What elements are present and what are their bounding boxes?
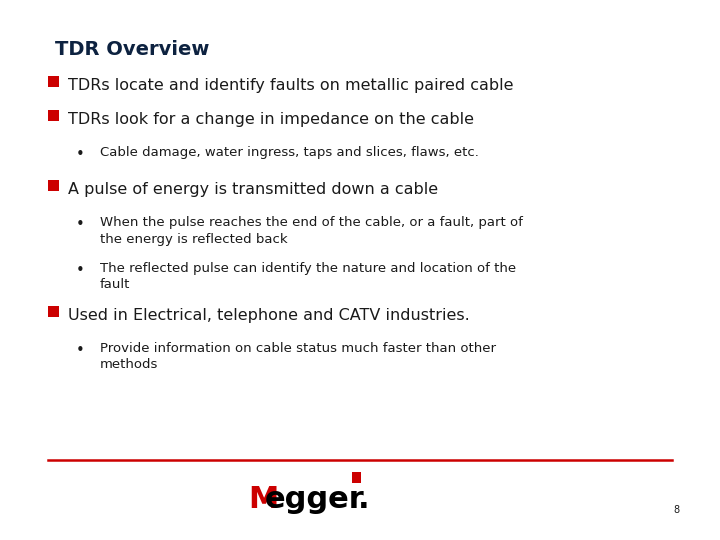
Text: Cable damage, water ingress, taps and slices, flaws, etc.: Cable damage, water ingress, taps and sl… bbox=[100, 146, 479, 159]
Text: TDRs locate and identify faults on metallic paired cable: TDRs locate and identify faults on metal… bbox=[68, 78, 513, 93]
Text: TDRs look for a change in impedance on the cable: TDRs look for a change in impedance on t… bbox=[68, 112, 474, 127]
Text: A pulse of energy is transmitted down a cable: A pulse of energy is transmitted down a … bbox=[68, 182, 438, 197]
Text: 8: 8 bbox=[674, 505, 680, 515]
Bar bbox=[48, 180, 59, 191]
Bar bbox=[352, 472, 361, 483]
Text: Used in Electrical, telephone and CATV industries.: Used in Electrical, telephone and CATV i… bbox=[68, 308, 469, 323]
Text: •: • bbox=[76, 147, 84, 162]
Text: TDR Overview: TDR Overview bbox=[55, 40, 210, 59]
Text: When the pulse reaches the end of the cable, or a fault, part of
the energy is r: When the pulse reaches the end of the ca… bbox=[100, 216, 523, 246]
Text: The reflected pulse can identify the nature and location of the
fault: The reflected pulse can identify the nat… bbox=[100, 262, 516, 292]
Text: •: • bbox=[76, 343, 84, 358]
Text: •: • bbox=[76, 217, 84, 232]
Text: M: M bbox=[248, 485, 279, 514]
Text: .: . bbox=[358, 485, 369, 514]
Text: egger: egger bbox=[265, 485, 365, 514]
Bar bbox=[48, 306, 59, 317]
Text: R: R bbox=[354, 482, 359, 487]
Text: •: • bbox=[76, 263, 84, 278]
Bar bbox=[48, 76, 59, 87]
Text: Provide information on cable status much faster than other
methods: Provide information on cable status much… bbox=[100, 342, 496, 372]
Bar bbox=[48, 110, 59, 121]
